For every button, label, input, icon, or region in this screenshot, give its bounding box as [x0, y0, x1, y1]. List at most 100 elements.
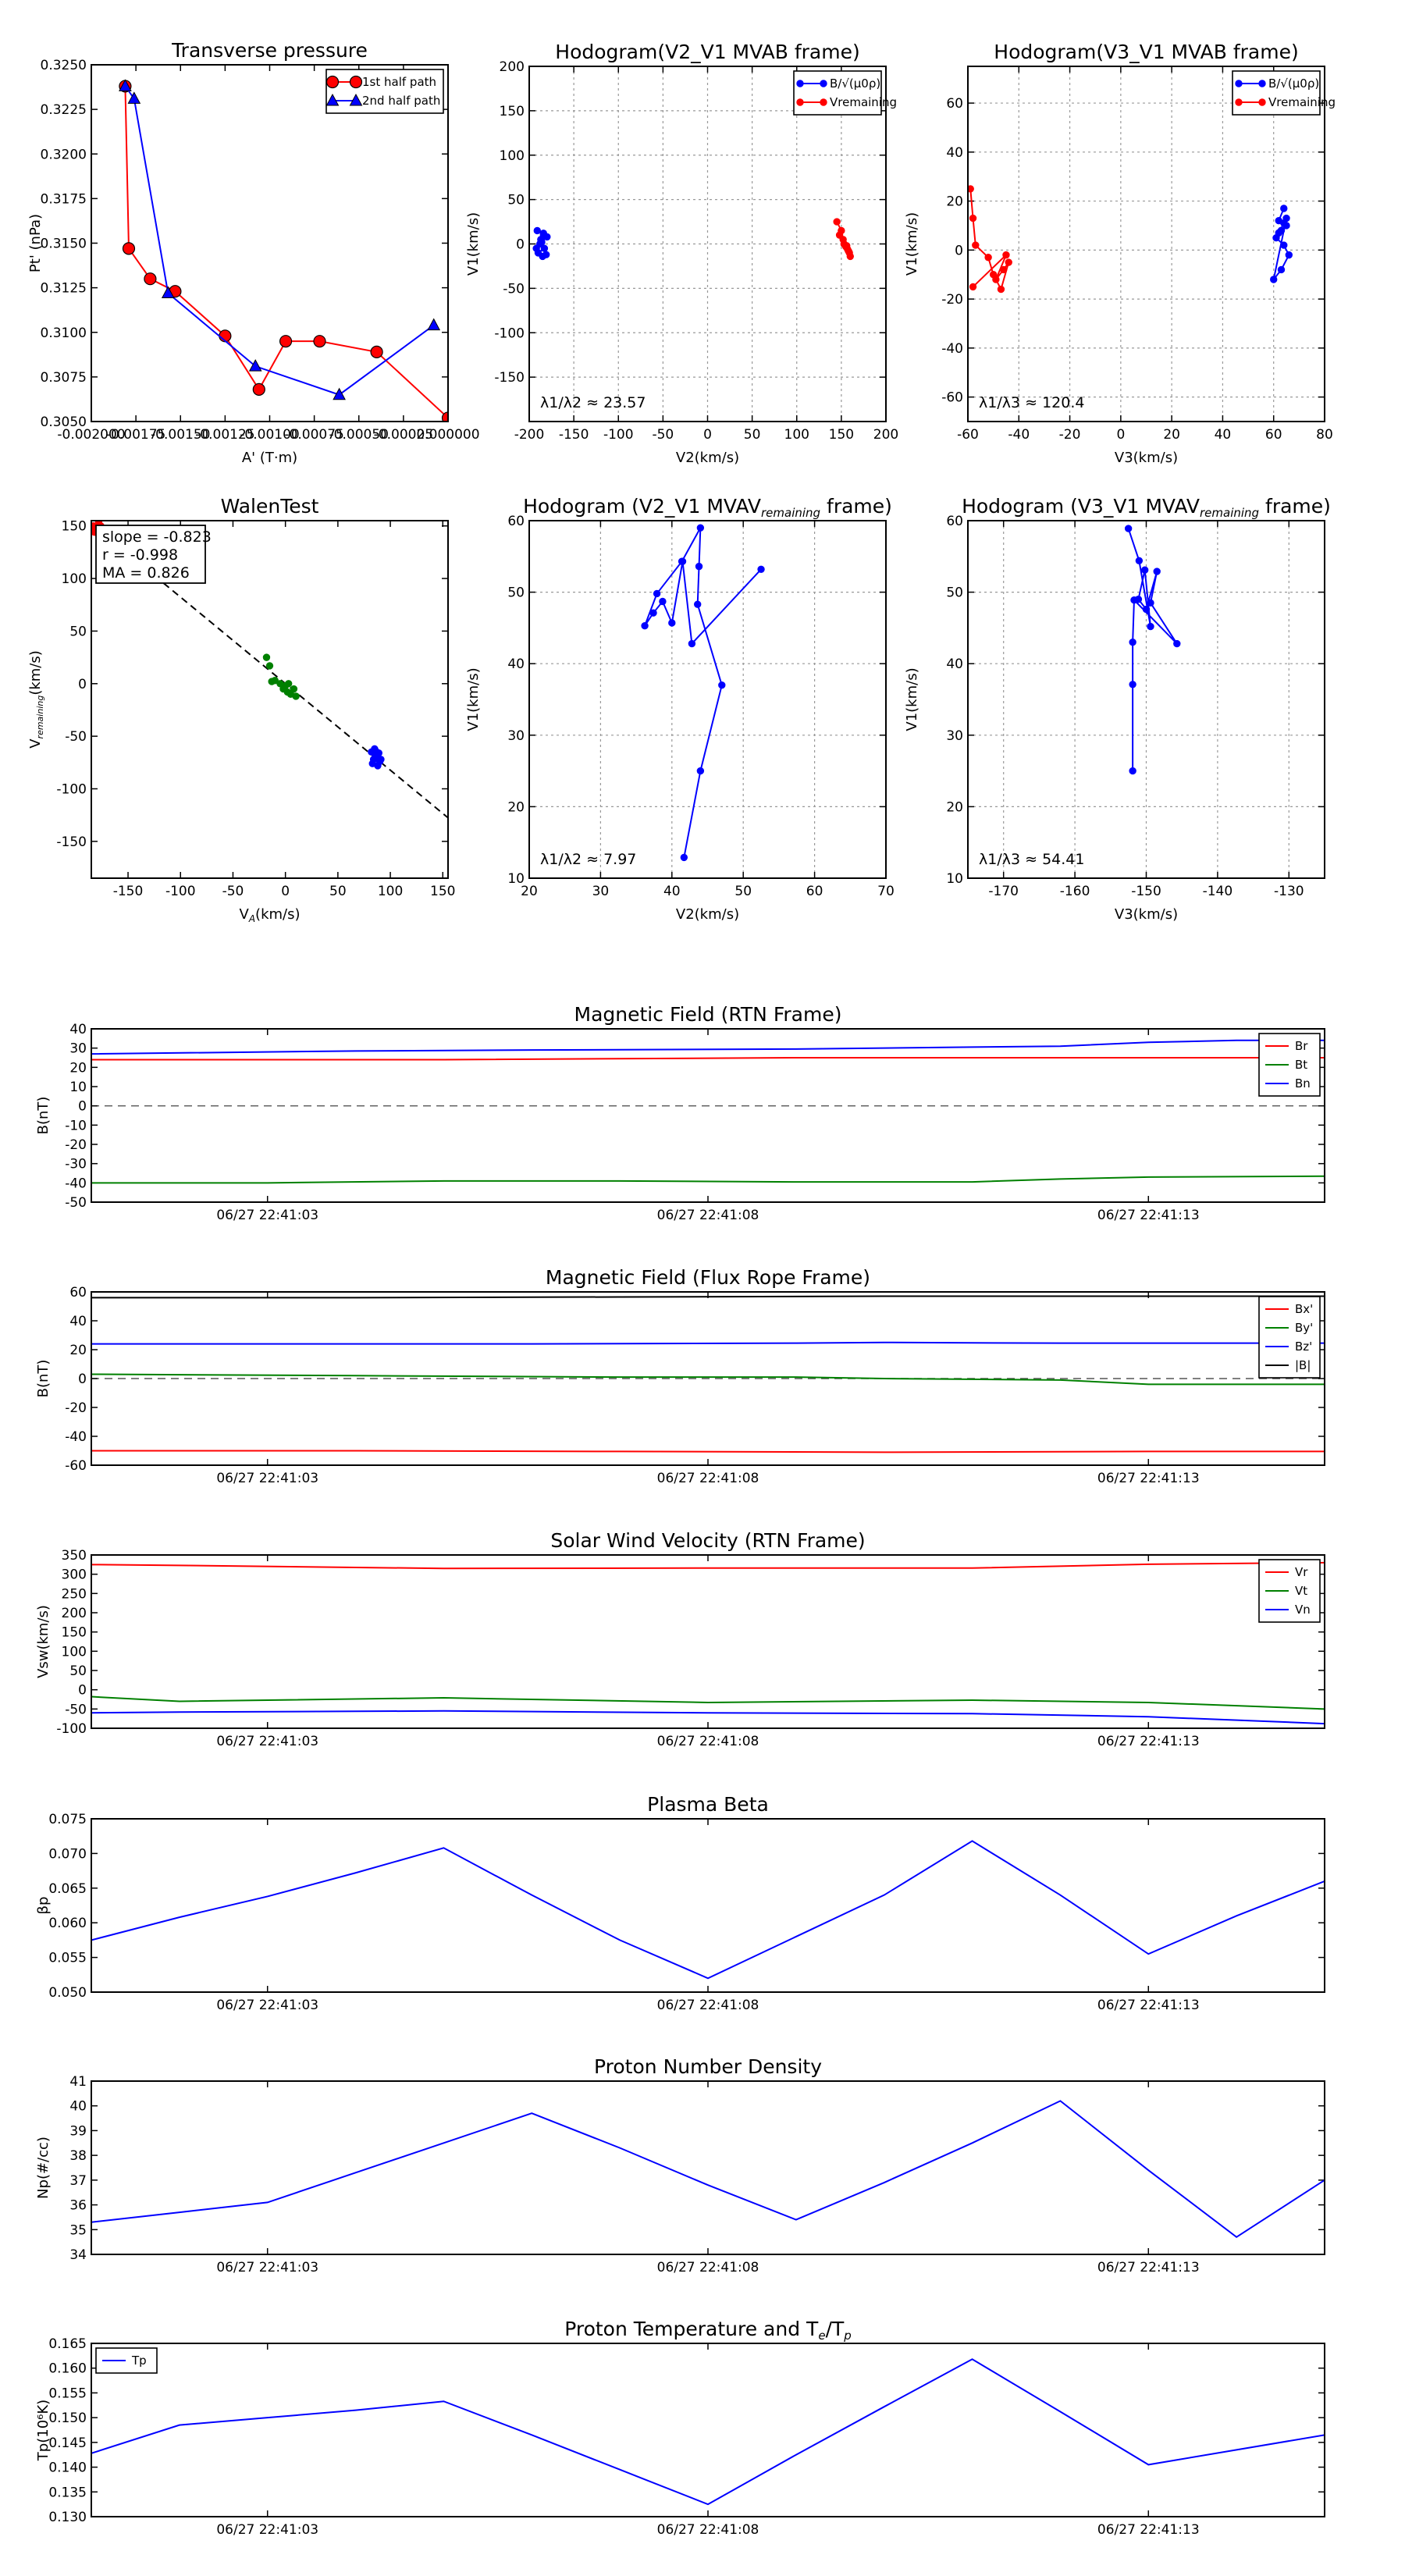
plot-frame — [91, 1291, 1325, 1466]
legend-label: |B| — [1295, 1358, 1311, 1372]
x-tick-label: -0.00150 — [151, 427, 210, 443]
x-tick-label: 150 — [430, 884, 455, 899]
y-tick-label: 0.055 — [48, 1951, 87, 1966]
series-green — [262, 653, 300, 700]
legend-box — [325, 69, 444, 114]
chart-hrv2: Hodogram (V2_V1 MVAVremaining frame)1020… — [465, 495, 895, 923]
data-point — [678, 557, 686, 565]
legend: Vr Vt Vn — [1258, 1559, 1321, 1623]
data-point — [279, 335, 293, 348]
y-tick-label: 20 — [507, 799, 525, 815]
data-point — [1000, 265, 1008, 274]
x-tick-label: -170 — [988, 884, 1019, 899]
legend-label: 1st half path — [362, 75, 436, 89]
chart-beta: Plasma Beta 0.050 0.055 0.060 0.065 0.070 0.07… — [35, 1793, 1325, 2013]
data-point — [252, 382, 265, 396]
x-axis-label: V3(km/s) — [1115, 906, 1178, 923]
data-point — [1280, 205, 1288, 212]
chart-title: Hodogram(V3_V1 MVAB frame) — [994, 41, 1298, 63]
x-tick-label: -0.00075 — [284, 427, 343, 443]
series-line — [91, 2100, 1325, 2239]
data-point — [533, 226, 541, 235]
legend: 1st half path 2nd half path — [325, 69, 444, 114]
series-line — [91, 1373, 1325, 1386]
data-point — [757, 565, 765, 573]
y-tick-label: 38 — [69, 2148, 87, 2164]
series-bn — [91, 1039, 1325, 1055]
data-point — [441, 411, 448, 422]
y-tick-label: 60 — [946, 514, 963, 529]
y-tick-label: 40 — [69, 2099, 87, 2115]
y-axis-label: Pt' (nPa) — [27, 214, 44, 272]
data-point — [796, 98, 804, 106]
x-tick-label: -50 — [222, 884, 244, 899]
y-axis-label: V1(km/s) — [465, 667, 482, 731]
y-tick-label: -20 — [65, 1137, 87, 1153]
y-axis-label: Vsw(km/s) — [35, 1605, 52, 1678]
x-tick-label: 06/27 22:41:03 — [216, 1734, 318, 1749]
y-tick-label: -50 — [503, 281, 525, 297]
legend-label: By' — [1295, 1321, 1313, 1335]
y-tick-label: 0.3150 — [41, 237, 87, 252]
y-tick-label: 10 — [507, 871, 525, 887]
data-point — [368, 760, 376, 767]
data-point — [248, 359, 262, 372]
data-point — [969, 283, 977, 291]
series-bx — [91, 1450, 1325, 1453]
y-axis-label: Tp(10⁶K) — [35, 2400, 52, 2461]
data-point — [649, 609, 657, 617]
chart-np: Proton Number Density 34 35 36 37 38 39 40 41 06/… — [35, 2055, 1325, 2275]
series-np — [91, 2100, 1325, 2239]
data-point — [262, 653, 271, 661]
x-tick-label: -0.00100 — [240, 427, 299, 443]
data-point — [1140, 566, 1149, 574]
data-point — [1277, 265, 1286, 274]
y-tick-label: 0.3225 — [41, 102, 87, 118]
y-tick-label: 20 — [946, 799, 963, 815]
x-tick-label: 06/27 22:41:13 — [1097, 2260, 1200, 2275]
data-point — [1258, 80, 1266, 87]
legend: Bx' By' Bz' |B| — [1258, 1296, 1321, 1379]
x-tick-label: -130 — [1274, 884, 1304, 899]
ratio-annotation: λ1/λ2 ≈ 7.97 — [540, 851, 636, 868]
series-by — [91, 1373, 1325, 1386]
x-tick-label: 0 — [703, 427, 712, 443]
chart-hrv3: Hodogram (V3_V1 MVAVremaining frame) 10 20… — [904, 495, 1331, 923]
x-tick-label: 0 — [281, 884, 290, 899]
legend-label: Bx' — [1295, 1302, 1313, 1316]
y-tick-label: 50 — [946, 585, 963, 601]
chart-tp: Transverse pressure 0.3050 0.3075 0.3100 0.3… — [27, 39, 480, 466]
y-axis-label: V1(km/s) — [904, 212, 920, 276]
y-tick-label: -50 — [65, 1702, 87, 1717]
y-tick-label: 50 — [69, 624, 87, 639]
chart-title: Solar Wind Velocity (RTN Frame) — [550, 1529, 865, 1552]
x-axis-label: V3(km/s) — [1115, 450, 1178, 466]
y-tick-label: 200 — [500, 59, 525, 75]
data-point — [696, 767, 705, 775]
x-tick-label: 06/27 22:41:08 — [657, 1998, 759, 2013]
data-point — [538, 238, 546, 246]
x-tick-label: -100 — [165, 884, 196, 899]
data-point — [641, 621, 649, 630]
data-point — [1285, 251, 1293, 259]
y-tick-label: 0.3250 — [41, 58, 87, 73]
chart-title: Proton Temperature and Te/Tp — [564, 2318, 852, 2343]
y-tick-label: 0.165 — [48, 2336, 87, 2352]
chart-title: Magnetic Field (RTN Frame) — [574, 1003, 842, 1026]
x-tick-label: 60 — [806, 884, 823, 899]
y-tick-label: 40 — [69, 1314, 87, 1329]
x-tick-label: 60 — [1265, 427, 1282, 443]
series-2ndhalfpath — [119, 79, 441, 400]
y-tick-label: 0.135 — [48, 2485, 87, 2500]
x-axis-label: V2(km/s) — [676, 906, 739, 923]
data-point — [680, 853, 688, 862]
y-tick-label: -100 — [494, 326, 525, 341]
stats-box — [95, 525, 206, 584]
y-tick-label: 40 — [69, 1022, 87, 1037]
y-tick-label: -100 — [56, 782, 87, 798]
data-point — [992, 276, 1000, 283]
x-tick-label: 70 — [877, 884, 895, 899]
data-point — [283, 688, 292, 696]
series-vn — [91, 1710, 1325, 1725]
y-tick-label: -150 — [494, 370, 525, 386]
